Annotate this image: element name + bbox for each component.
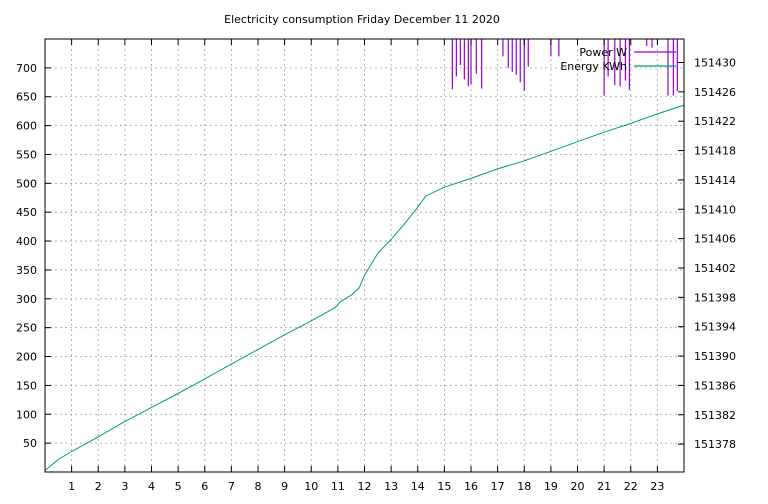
chart-title: Electricity consumption Friday December …	[224, 13, 500, 26]
x-tick-label: 10	[304, 480, 318, 493]
y-left-tick-label: 350	[16, 264, 37, 277]
y-left-tick-label: 300	[16, 293, 37, 306]
y-right-tick-label: 151422	[694, 115, 736, 128]
x-tick-label: 22	[624, 480, 638, 493]
legend-label: Power W	[579, 46, 627, 59]
y-left-tick-label: 500	[16, 177, 37, 190]
x-tick-label: 14	[411, 480, 425, 493]
y-left-tick-label: 600	[16, 120, 37, 133]
y-right-tick-label: 151410	[694, 203, 736, 216]
y-left-tick-label: 700	[16, 62, 37, 75]
y-left-tick-label: 100	[16, 408, 37, 421]
y-left-tick-label: 150	[16, 379, 37, 392]
x-tick-label: 21	[597, 480, 611, 493]
y-left-tick-label: 200	[16, 351, 37, 364]
y-left-tick-label: 450	[16, 206, 37, 219]
y-right-tick-label: 151394	[694, 321, 736, 334]
x-tick-label: 15	[437, 480, 451, 493]
x-tick-label: 4	[148, 480, 155, 493]
y-left-tick-label: 250	[16, 322, 37, 335]
y-right-tick-label: 151406	[694, 233, 736, 246]
legend-label: Energy KWh	[560, 60, 627, 73]
ticks: 1 2 3 4 5 6 7 8 9 10 11 12 13 14 15 16 17 18 19 20 21 22 23501…	[16, 39, 736, 493]
y-right-tick-label: 151418	[694, 145, 736, 158]
x-tick-label: 17	[491, 480, 505, 493]
energy-line	[44, 104, 685, 471]
x-tick-label: 16	[464, 480, 478, 493]
y-right-tick-label: 151426	[694, 86, 736, 99]
y-left-tick-label: 650	[16, 91, 37, 104]
x-tick-label: 5	[175, 480, 182, 493]
y-right-tick-label: 151414	[694, 174, 736, 187]
x-tick-label: 9	[281, 480, 288, 493]
gridlines	[45, 39, 684, 472]
y-right-tick-label: 151430	[694, 56, 736, 69]
x-tick-label: 11	[331, 480, 345, 493]
y-left-tick-label: 50	[23, 437, 37, 450]
y-right-tick-label: 151378	[694, 438, 736, 451]
x-tick-label: 3	[121, 480, 128, 493]
y-right-tick-label: 151386	[694, 379, 736, 392]
x-tick-label: 13	[384, 480, 398, 493]
y-right-tick-label: 151390	[694, 350, 736, 363]
y-left-tick-label: 550	[16, 148, 37, 161]
y-right-tick-label: 151382	[694, 409, 736, 422]
x-tick-label: 12	[358, 480, 372, 493]
y-right-tick-label: 151402	[694, 262, 736, 275]
y-left-tick-label: 400	[16, 235, 37, 248]
x-tick-label: 1	[68, 480, 75, 493]
x-tick-label: 8	[255, 480, 262, 493]
x-tick-label: 6	[201, 480, 208, 493]
y-right-tick-label: 151398	[694, 291, 736, 304]
x-tick-label: 20	[571, 480, 585, 493]
x-tick-label: 18	[517, 480, 531, 493]
series	[44, 39, 685, 471]
x-tick-label: 23	[650, 480, 664, 493]
x-tick-label: 19	[544, 480, 558, 493]
x-tick-label: 2	[95, 480, 102, 493]
x-tick-label: 7	[228, 480, 235, 493]
